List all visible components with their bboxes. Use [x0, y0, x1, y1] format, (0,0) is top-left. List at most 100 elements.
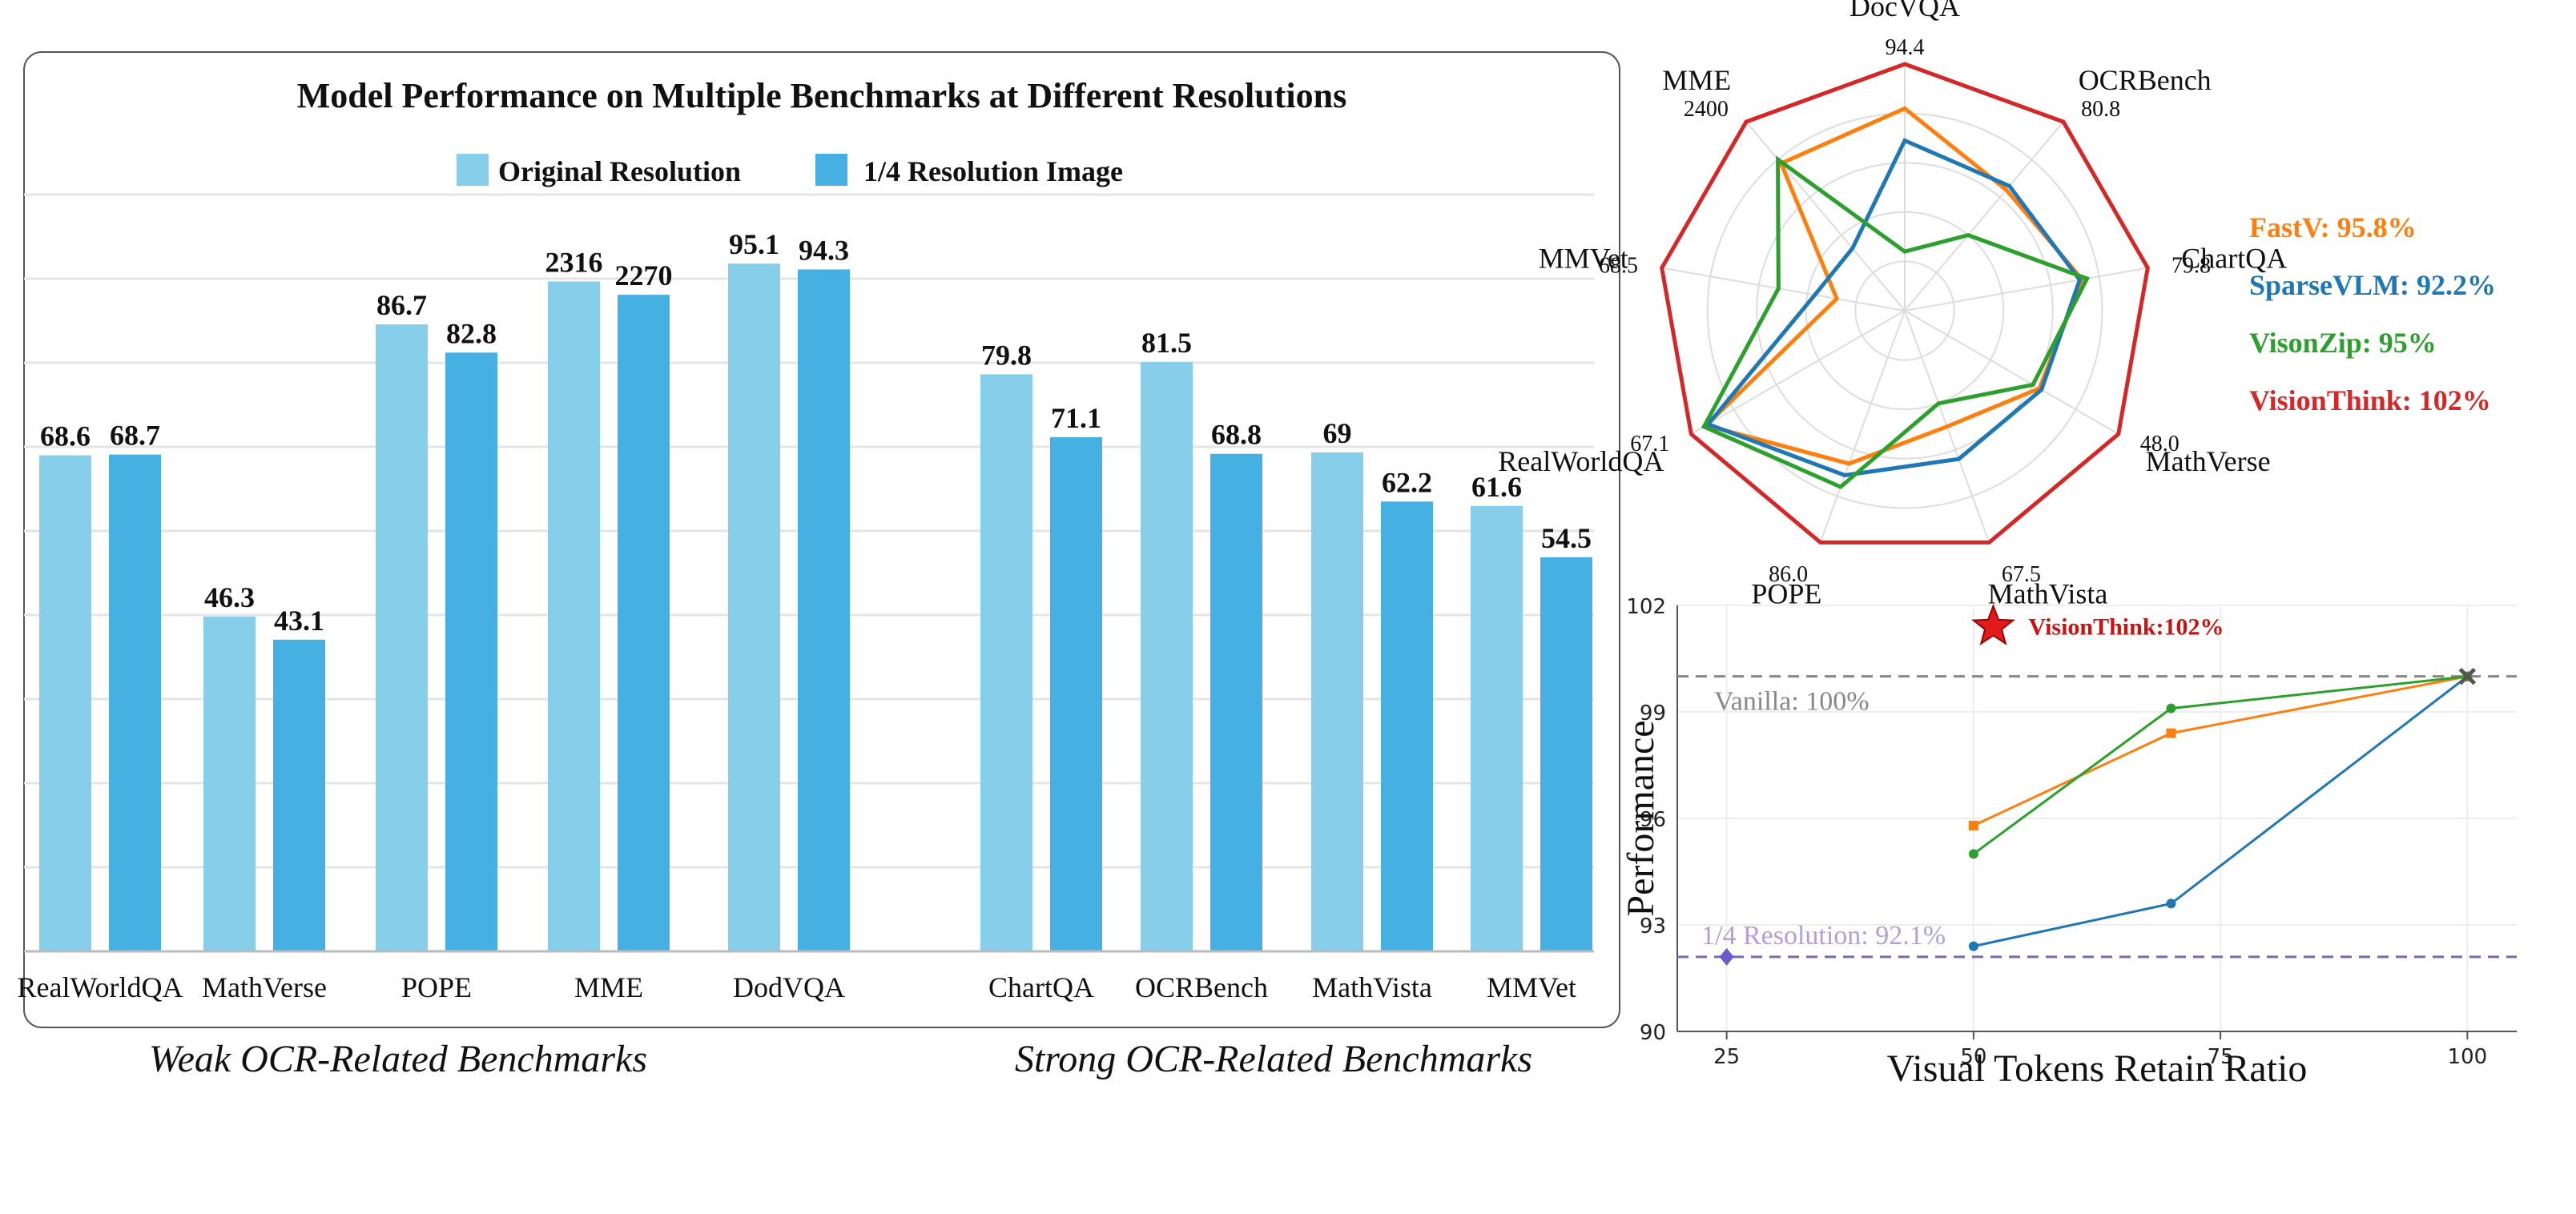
radar-axis-label: MME — [1662, 64, 1731, 96]
bar-value-label: 68.8 — [1211, 419, 1262, 451]
radar-axis-label: MathVista — [1988, 577, 2108, 609]
bar-chart: Model Performance on Multiple Benchmarks… — [17, 51, 1620, 1028]
line-x-axis-label: Visual Tokens Retain Ratio — [1887, 1047, 2308, 1090]
bar-value-label: 82.8 — [446, 317, 497, 349]
radar-axis-max-label: 79.8 — [2171, 254, 2211, 279]
legend-label-quarter: 1/4 Resolution Image — [863, 155, 1123, 187]
bar-category-label: MathVista — [1312, 971, 1432, 1003]
bar-1-4-resolution-image-dodvqa — [798, 269, 850, 951]
legend-label-original: Original Resolution — [498, 155, 741, 187]
line-xtick-label: 75 — [2208, 1045, 2234, 1069]
line-point-fastv — [1968, 820, 1978, 830]
radar-axis-max-label: 67.5 — [2002, 562, 2041, 587]
line-y-axis-label: Performance — [1620, 720, 1662, 916]
line-point-fastv — [2166, 728, 2176, 738]
bar-value-label: 62.2 — [1382, 466, 1432, 498]
bar-value-label: 61.6 — [1471, 471, 1522, 503]
bar-original-resolution-ocrbench — [1141, 362, 1193, 951]
radar-legend: FastV: 95.8% SparseVLM: 92.2% VisonZip: 95… — [2249, 211, 2496, 416]
line-xtick-label: 25 — [1713, 1045, 1740, 1069]
radar-spoke — [1904, 121, 2064, 312]
radar-spoke — [1819, 310, 1906, 543]
group-label-weak: Weak OCR-Related Benchmarks — [149, 1038, 647, 1080]
radar-axis-label: POPE — [1751, 577, 1821, 609]
radar-axis-max-label: 80.8 — [2081, 97, 2120, 122]
bar-1-4-resolution-image-pope — [445, 352, 497, 951]
line-ytick-label: 99 — [1640, 701, 1666, 726]
bar-value-label: 79.8 — [981, 339, 1032, 371]
bar-category-label: MME — [574, 971, 643, 1003]
group-label-strong: Strong OCR-Related Benchmarks — [1015, 1038, 1532, 1080]
bar-1-4-resolution-image-realworldqa — [109, 454, 161, 951]
line-point-visonzip — [2166, 703, 2176, 714]
legend-swatch-quarter — [815, 154, 847, 186]
bar-category-label: RealWorldQA — [17, 971, 183, 1003]
radar-legend-fastv: FastV: 95.8% — [2249, 211, 2417, 243]
line-point-sparsevlm — [2166, 898, 2176, 909]
radar-spoke — [1904, 310, 2119, 435]
bar-1-4-resolution-image-chartqa — [1050, 436, 1102, 951]
bar-1-4-resolution-image-mmvet — [1540, 557, 1592, 951]
bar-chart-title: Model Performance on Multiple Benchmarks… — [297, 76, 1346, 115]
bar-original-resolution-realworldqa — [39, 455, 91, 951]
bar-category-label: MMVet — [1487, 971, 1576, 1003]
bar-category-label: POPE — [401, 971, 472, 1003]
line-ytick-label: 90 — [1640, 1021, 1666, 1045]
bar-value-label: 68.6 — [40, 420, 91, 452]
bar-category-label: OCRBench — [1135, 971, 1268, 1003]
bar-1-4-resolution-image-mathvista — [1381, 501, 1433, 951]
bar-value-label: 94.3 — [799, 234, 849, 266]
vanilla-marker-icon — [2458, 667, 2477, 685]
bar-value-label: 95.1 — [729, 228, 779, 260]
radar-series-sparsevlm — [1705, 138, 2083, 478]
line-point-visonzip — [1968, 849, 1978, 859]
radar-axis-max-label: 48.0 — [2140, 432, 2180, 456]
bar-original-resolution-pope — [376, 324, 428, 951]
radar-axis-max-label: 86.0 — [1769, 562, 1808, 587]
radar-legend-visionthink: VisionThink: 102% — [2249, 384, 2491, 416]
bar-value-label: 54.5 — [1541, 522, 1592, 554]
bar-1-4-resolution-image-ocrbench — [1210, 453, 1262, 951]
quarter-resolution-marker-icon — [1719, 947, 1734, 966]
radar-legend-visonzip: VisonZip: 95% — [2249, 327, 2437, 359]
bar-original-resolution-chartqa — [980, 374, 1032, 951]
radar-axis-max-label: 68.5 — [1599, 254, 1638, 279]
radar-spoke — [1690, 310, 1906, 435]
line-reference-label-quarter: 1/4 Resolution: 92.1% — [1701, 921, 1946, 951]
radar-axis-label: MathVerse — [2146, 445, 2271, 477]
visionthink-star-icon — [1971, 603, 2015, 645]
line-chart: 90 93 96 99 102 25 50 75 100 Vanilla: 100% 1/4 Res… — [1620, 595, 2517, 1090]
radar-series-visionthink — [1660, 62, 2150, 545]
bar-1-4-resolution-image-mathverse — [273, 639, 325, 951]
bar-value-label: 81.5 — [1141, 327, 1192, 359]
line-ytick-label: 93 — [1640, 915, 1666, 939]
bar-original-resolution-mmvet — [1471, 505, 1523, 951]
radar-axis-max-label: 94.4 — [1886, 35, 1925, 60]
line-xtick-label: 50 — [1960, 1045, 1986, 1069]
bar-category-label: DodVQA — [733, 971, 845, 1003]
bar-value-label: 71.1 — [1051, 402, 1101, 434]
radar-series-visonzip — [1701, 155, 2091, 489]
radar-spoke — [1661, 267, 1906, 312]
bar-original-resolution-mathverse — [203, 616, 256, 951]
radar-spoke — [1904, 267, 2148, 312]
radar-axis-label: RealWorldQA — [1498, 445, 1664, 477]
line-ytick-label: 96 — [1640, 808, 1666, 832]
bar-1-4-resolution-image-mme — [618, 295, 670, 951]
radar-axis-label: DocVQA — [1849, 0, 1960, 22]
bar-category-label: MathVerse — [202, 971, 327, 1003]
bar-original-resolution-mathvista — [1311, 452, 1363, 951]
bar-value-label: 2270 — [615, 259, 673, 291]
line-xtick-label: 100 — [2448, 1045, 2488, 1069]
radar-axis-label: ChartQA — [2181, 243, 2287, 275]
bar-original-resolution-dodvqa — [728, 263, 780, 951]
radar-axis-label: OCRBench — [2079, 64, 2212, 96]
line-reference-label-vanilla: Vanilla: 100% — [1714, 687, 1870, 717]
bar-original-resolution-mme — [548, 281, 600, 951]
bar-value-label: 68.7 — [110, 420, 160, 452]
bar-value-label: 43.1 — [274, 605, 324, 637]
radar-axis-label: MMVet — [1539, 243, 1628, 275]
radar-axis-max-label: 2400 — [1684, 97, 1729, 122]
